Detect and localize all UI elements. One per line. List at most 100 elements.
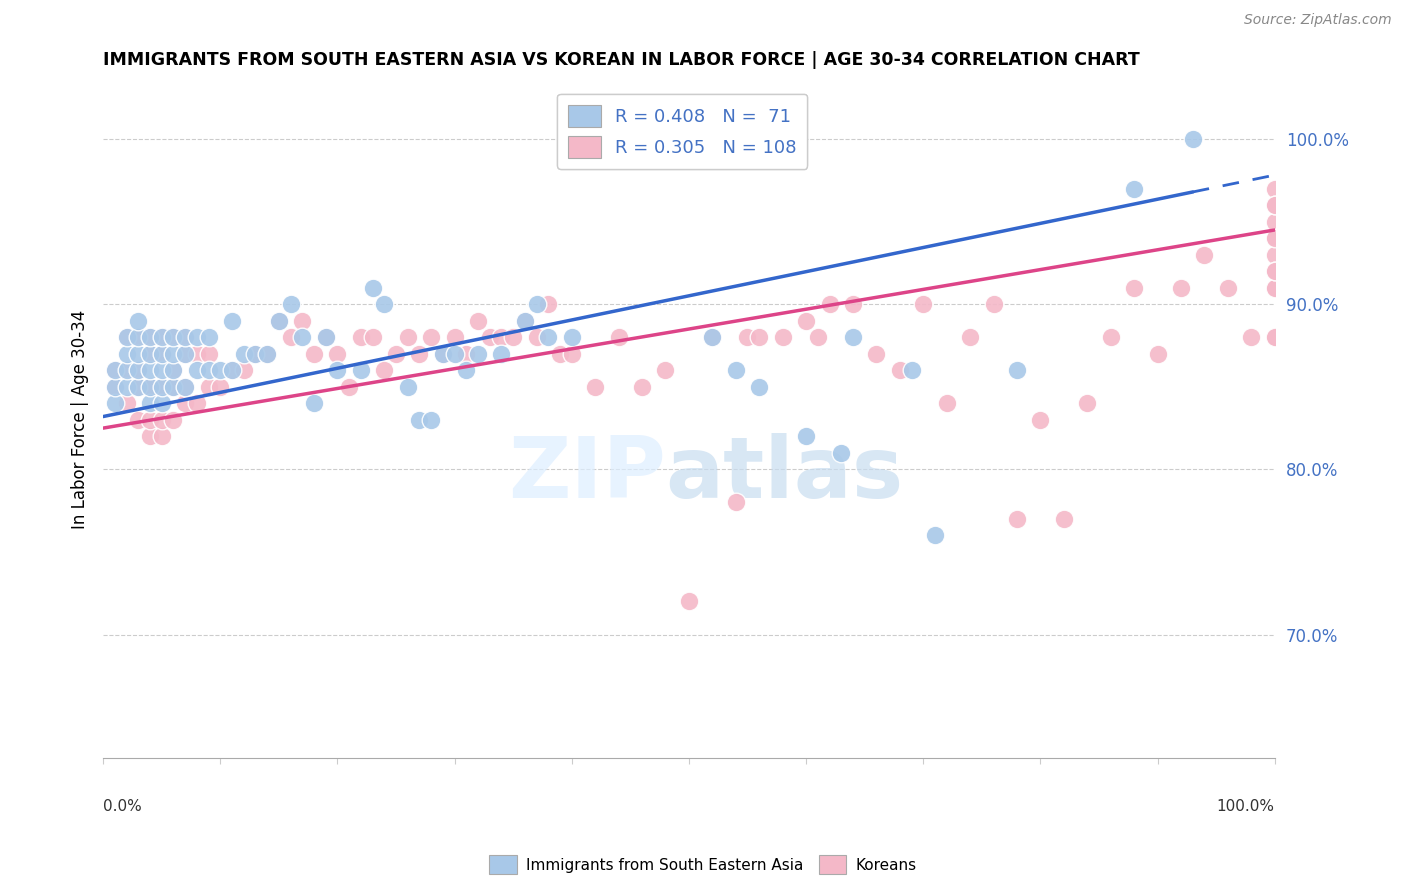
Point <box>1264 231 1286 245</box>
Point <box>818 297 841 311</box>
Point <box>174 330 197 344</box>
Point <box>127 314 149 328</box>
Point <box>197 380 219 394</box>
Point <box>1099 330 1122 344</box>
Point <box>139 380 162 394</box>
Point <box>607 330 630 344</box>
Point <box>526 330 548 344</box>
Point <box>702 330 724 344</box>
Point <box>174 347 197 361</box>
Point <box>221 363 243 377</box>
Point <box>1264 264 1286 278</box>
Point <box>959 330 981 344</box>
Point <box>162 380 184 394</box>
Point <box>315 330 337 344</box>
Point <box>724 363 747 377</box>
Point <box>326 347 349 361</box>
Point <box>139 396 162 410</box>
Point <box>337 380 360 394</box>
Point <box>127 330 149 344</box>
Point <box>326 363 349 377</box>
Point <box>139 380 162 394</box>
Point <box>302 347 325 361</box>
Point <box>150 330 173 344</box>
Point <box>1194 248 1216 262</box>
Point <box>478 330 501 344</box>
Point <box>432 347 454 361</box>
Point <box>1264 215 1286 229</box>
Point <box>115 396 138 410</box>
Point <box>209 380 232 394</box>
Point <box>245 347 267 361</box>
Point <box>526 297 548 311</box>
Point <box>162 413 184 427</box>
Point <box>162 363 184 377</box>
Point <box>935 396 957 410</box>
Point <box>1181 132 1204 146</box>
Point <box>162 347 184 361</box>
Point <box>150 380 173 394</box>
Text: atlas: atlas <box>665 433 904 516</box>
Point <box>1216 281 1239 295</box>
Point <box>115 330 138 344</box>
Point <box>174 380 197 394</box>
Point <box>256 347 278 361</box>
Point <box>772 330 794 344</box>
Point <box>186 347 208 361</box>
Point <box>139 347 162 361</box>
Point <box>1076 396 1098 410</box>
Point <box>1264 248 1286 262</box>
Point <box>1264 330 1286 344</box>
Point <box>150 363 173 377</box>
Point <box>408 347 430 361</box>
Point <box>127 380 149 394</box>
Point <box>115 363 138 377</box>
Point <box>150 429 173 443</box>
Point <box>583 380 606 394</box>
Point <box>420 413 443 427</box>
Point <box>232 347 254 361</box>
Text: ZIP: ZIP <box>508 433 665 516</box>
Point <box>139 330 162 344</box>
Point <box>139 429 162 443</box>
Point <box>104 396 127 410</box>
Point <box>291 314 314 328</box>
Point <box>115 380 138 394</box>
Point <box>115 363 138 377</box>
Legend: R = 0.408   N =  71, R = 0.305   N = 108: R = 0.408 N = 71, R = 0.305 N = 108 <box>557 94 807 169</box>
Point <box>139 347 162 361</box>
Text: 0.0%: 0.0% <box>103 799 142 814</box>
Point <box>889 363 911 377</box>
Point <box>127 347 149 361</box>
Point <box>221 363 243 377</box>
Point <box>127 363 149 377</box>
Point <box>104 363 127 377</box>
Point <box>361 330 384 344</box>
Point <box>631 380 654 394</box>
Point <box>150 413 173 427</box>
Point <box>502 330 524 344</box>
Point <box>983 297 1005 311</box>
Point <box>350 363 373 377</box>
Point <box>162 380 184 394</box>
Point <box>420 330 443 344</box>
Point <box>280 297 302 311</box>
Point <box>1264 198 1286 212</box>
Point <box>456 347 478 361</box>
Point <box>361 281 384 295</box>
Point <box>900 363 922 377</box>
Point <box>150 347 173 361</box>
Point <box>654 363 676 377</box>
Point <box>561 330 583 344</box>
Point <box>139 413 162 427</box>
Point <box>1264 264 1286 278</box>
Text: 100.0%: 100.0% <box>1216 799 1275 814</box>
Point <box>1264 281 1286 295</box>
Point <box>865 347 887 361</box>
Point <box>150 330 173 344</box>
Point <box>150 347 173 361</box>
Point <box>1264 330 1286 344</box>
Point <box>385 347 408 361</box>
Point <box>232 363 254 377</box>
Point <box>443 347 465 361</box>
